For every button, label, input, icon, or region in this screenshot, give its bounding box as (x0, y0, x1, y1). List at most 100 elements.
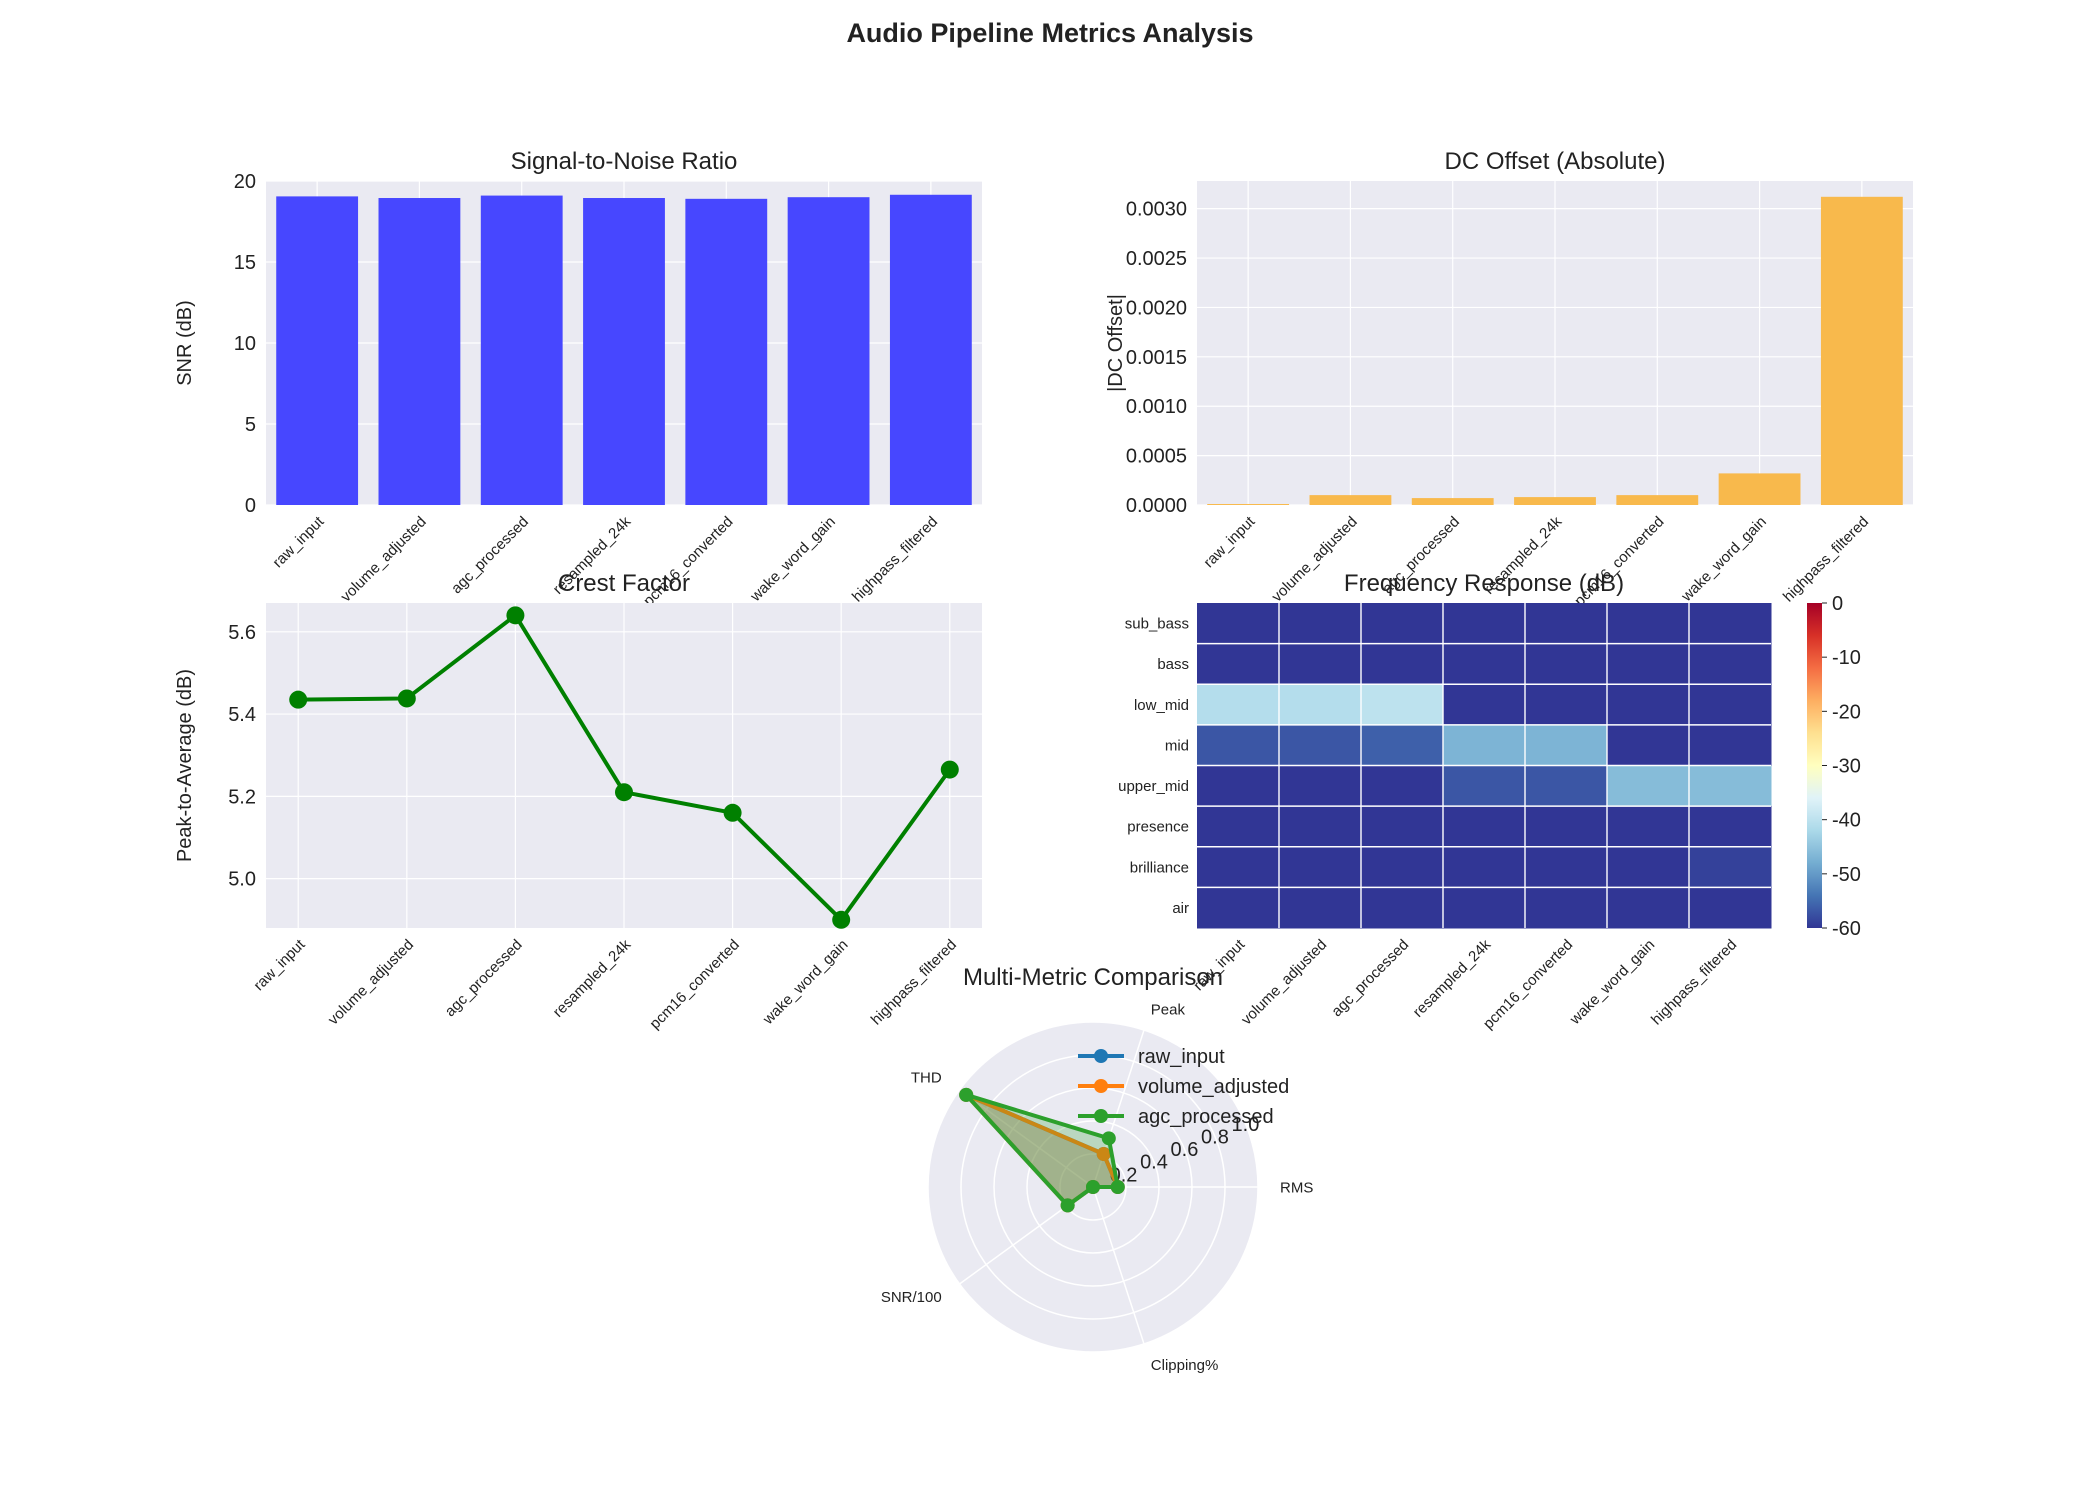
bar (583, 198, 665, 505)
data-point (723, 803, 742, 822)
x-tick-label: highpass_filtered (1780, 513, 1872, 605)
heatmap-cell (1689, 603, 1772, 645)
y-tick-label: 5.4 (228, 704, 256, 726)
bar (1514, 497, 1596, 505)
heatmap-cell (1525, 724, 1608, 766)
y-tick-label: 0.0020 (1126, 297, 1187, 319)
heatmap-cell (1689, 684, 1772, 726)
x-tick-label: agc_processed (442, 936, 526, 1020)
chart-title: Frequency Response (dB) (1344, 570, 1624, 597)
radar-point (959, 1087, 974, 1102)
heatmap-cell (1361, 887, 1444, 929)
x-tick-label: pcm16_converted (1480, 936, 1576, 1032)
radar-axis-label: THD (911, 1069, 942, 1086)
legend-label: raw_input (1138, 1046, 1225, 1068)
y-tick-label: air (1172, 900, 1189, 917)
heatmap-cell (1525, 846, 1608, 888)
heatmap-cell (1525, 765, 1608, 807)
crest-factor-chart: 5.0 5.2 5.4 5.6 raw_input volume_adjusted agc_… (174, 570, 982, 1033)
radar-point (1060, 1198, 1075, 1213)
y-tick-label: bass (1157, 656, 1189, 673)
heatmap-cell (1361, 603, 1444, 645)
legend-marker (1094, 1079, 1108, 1093)
heatmap-cell (1279, 684, 1362, 726)
y-tick-label: sub_bass (1125, 616, 1189, 633)
heatmap-cell (1689, 724, 1772, 766)
bar (889, 194, 972, 505)
heatmap-cell (1607, 887, 1690, 929)
radar-point (1110, 1180, 1125, 1194)
radar-r-tick-label: 0.8 (1201, 1126, 1229, 1148)
heatmap-cell (1607, 603, 1690, 645)
radar-axis-label: Peak (1151, 1001, 1186, 1018)
heatmap-cell (1279, 643, 1362, 685)
heatmap-cell (1689, 765, 1772, 807)
heatmap-cell (1361, 846, 1444, 888)
colorbar-tick-label: -50 (1832, 864, 1861, 886)
x-tick-label: resampled_24k (1410, 936, 1495, 1021)
radar-spoke (1092, 1186, 1145, 1345)
bar (1411, 498, 1494, 505)
bar (480, 195, 563, 505)
x-tick-label: volume_adjusted (325, 936, 417, 1028)
radar-point (1086, 1180, 1100, 1194)
radar-point (1101, 1131, 1116, 1146)
y-tick-label: 0.0025 (1126, 248, 1187, 270)
chart-title: Crest Factor (558, 570, 690, 597)
x-tick-label: highpass_filtered (849, 513, 941, 605)
bar (787, 197, 870, 505)
x-tick-label: highpass_filtered (1648, 936, 1740, 1028)
heatmap-cell (1443, 684, 1526, 726)
data-point (397, 689, 416, 708)
bar (378, 198, 461, 505)
heatmap-cell (1525, 603, 1608, 645)
radar-axis-label: RMS (1280, 1179, 1313, 1196)
colorbar-tick-label: 0 (1832, 593, 1843, 615)
colorbar (1807, 603, 1822, 928)
radar-r-tick-label: 1.0 (1232, 1114, 1260, 1136)
y-tick-label: 0.0000 (1126, 495, 1187, 517)
data-point (506, 606, 525, 625)
colorbar-tick-label: -30 (1832, 756, 1861, 778)
y-tick-label: 5 (245, 414, 256, 436)
heatmap-cell (1361, 684, 1444, 726)
y-tick-label: low_mid (1134, 697, 1189, 714)
y-tick-label: presence (1127, 819, 1189, 836)
snr-chart: 0 5 10 15 20 raw_input volume_adjusted agc_proc… (174, 148, 982, 610)
x-tick-label: raw_input (1200, 513, 1259, 572)
y-tick-label: 5.0 (228, 869, 256, 891)
heatmap-cell (1361, 806, 1444, 848)
radar-r-tick-label: 0.4 (1140, 1152, 1168, 1174)
radar-spoke (1092, 1029, 1145, 1188)
heatmap-cell (1197, 887, 1280, 929)
heatmap-cell (1361, 765, 1444, 807)
y-tick-label: 0.0010 (1126, 396, 1187, 418)
y-tick-label: 5.6 (228, 622, 256, 644)
y-tick-label: 0 (245, 495, 256, 517)
heatmap-cell (1607, 846, 1690, 888)
heatmap-cell (1607, 765, 1690, 807)
bar (685, 198, 768, 505)
x-tick-label: highpass_filtered (868, 936, 960, 1028)
heatmap-cell (1443, 846, 1526, 888)
heatmap-cell (1197, 603, 1280, 645)
heatmap-cell (1361, 724, 1444, 766)
data-point (940, 760, 959, 779)
heatmap-cell (1525, 887, 1608, 929)
radar-r-tick-label: 0.6 (1171, 1139, 1199, 1161)
heatmap-cell (1361, 643, 1444, 685)
y-tick-label: upper_mid (1118, 778, 1189, 795)
heatmap-cell (1197, 724, 1280, 766)
colorbar-tick-label: -20 (1832, 701, 1861, 723)
radar-axis-label: SNR/100 (881, 1289, 942, 1306)
multi-metric-radar-chart: RMSPeakTHDSNR/100Clipping%0.20.40.60.81.… (881, 964, 1314, 1374)
heatmap-cell (1197, 806, 1280, 848)
bar (1820, 196, 1903, 505)
heatmap-cell (1689, 806, 1772, 848)
bar (276, 196, 359, 505)
heatmap-cell (1443, 806, 1526, 848)
y-axis-label: |DC Offset| (1105, 294, 1127, 392)
y-tick-label: 0.0030 (1126, 199, 1187, 221)
